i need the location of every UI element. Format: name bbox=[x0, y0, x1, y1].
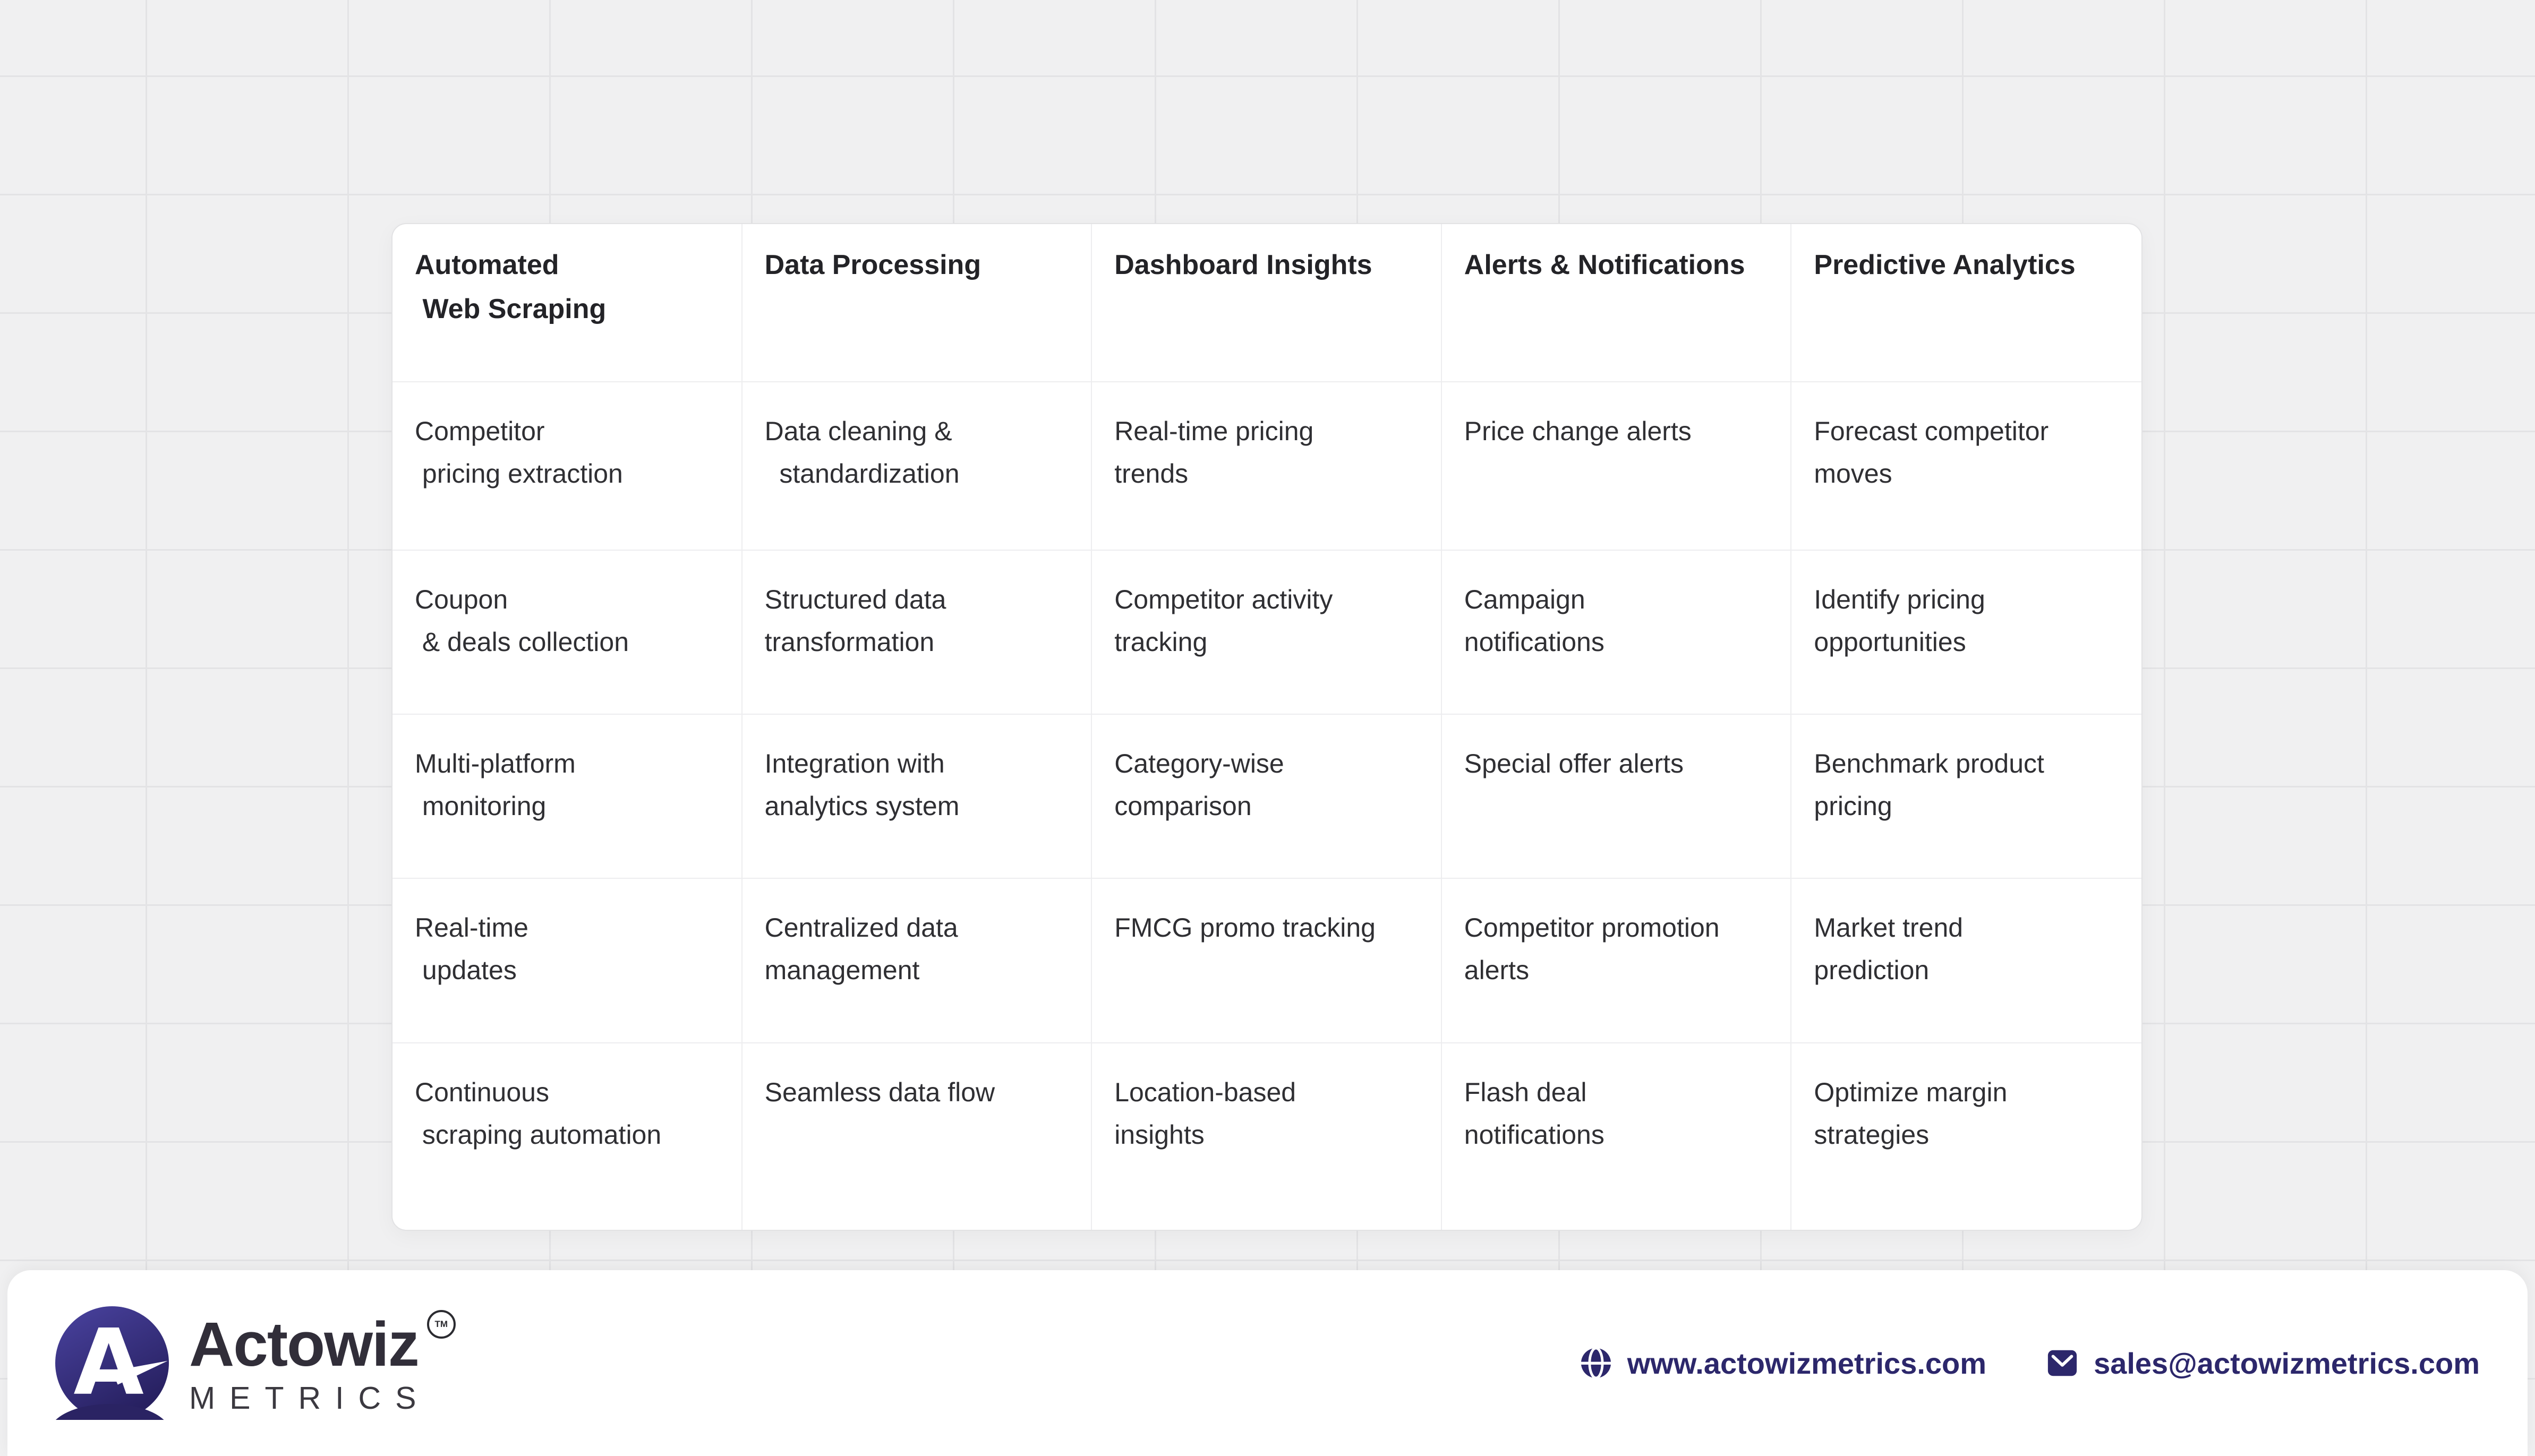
table-cell: Campaign notifications bbox=[1441, 551, 1792, 715]
table-cell: Seamless data flow bbox=[742, 1043, 1092, 1230]
table-cell: Competitor promotion alerts bbox=[1441, 879, 1792, 1043]
table-cell: Forecast competitor moves bbox=[1791, 382, 2141, 551]
table-cell: Special offer alerts bbox=[1441, 715, 1792, 879]
brand: A Actowiz TM METRICS bbox=[55, 1306, 456, 1420]
features-table: Automated Web Scraping Data Processing D… bbox=[391, 223, 2143, 1231]
header-cell-automated-web-scraping: Automated Web Scraping bbox=[392, 224, 742, 382]
table-cell: Continuous scraping automation bbox=[392, 1043, 742, 1230]
table-cell: Location-based insights bbox=[1092, 1043, 1442, 1230]
brand-name: Actowiz bbox=[189, 1309, 420, 1380]
email-text: sales@actowizmetrics.com bbox=[2094, 1346, 2480, 1380]
table-cell: Centralized data management bbox=[742, 879, 1092, 1043]
table-cell: Integration with analytics system bbox=[742, 715, 1092, 879]
website-text: www.actowizmetrics.com bbox=[1627, 1346, 1987, 1380]
globe-icon bbox=[1580, 1347, 1611, 1380]
brand-text: Actowiz TM METRICS bbox=[189, 1309, 456, 1416]
email-link[interactable]: sales@actowizmetrics.com bbox=[2046, 1346, 2480, 1381]
footer-bar: A Actowiz TM METRICS www.actowizmetrics.… bbox=[7, 1270, 2528, 1456]
footer-contacts: www.actowizmetrics.com sales@actowizmetr… bbox=[1580, 1346, 2480, 1381]
header-cell-predictive-analytics: Predictive Analytics bbox=[1791, 224, 2141, 382]
svg-text:A: A bbox=[73, 1310, 143, 1416]
table-cell: Coupon & deals collection bbox=[392, 551, 742, 715]
table-cell: Real-time updates bbox=[392, 879, 742, 1043]
table-cell: Structured data transformation bbox=[742, 551, 1092, 715]
brand-subtitle: METRICS bbox=[189, 1381, 431, 1416]
header-cell-data-processing: Data Processing bbox=[742, 224, 1092, 382]
header-cell-dashboard-insights: Dashboard Insights bbox=[1092, 224, 1442, 382]
table-cell: FMCG promo tracking bbox=[1092, 879, 1442, 1043]
table-cell: Competitor activity tracking bbox=[1092, 551, 1442, 715]
table-cell: Identify pricing opportunities bbox=[1791, 551, 2141, 715]
table-cell: Optimize margin strategies bbox=[1814, 1077, 2008, 1150]
table-cell: Real-time pricing trends bbox=[1092, 382, 1442, 551]
table-cell: Data cleaning & standardization bbox=[742, 382, 1092, 551]
mail-icon bbox=[2047, 1350, 2077, 1376]
trademark-icon: TM bbox=[426, 1309, 456, 1339]
table-cell: Benchmark product pricing bbox=[1791, 715, 2141, 879]
table-cell: Multi-platform monitoring bbox=[392, 715, 742, 879]
table-cell: Competitor pricing extraction bbox=[392, 382, 742, 551]
website-link[interactable]: www.actowizmetrics.com bbox=[1580, 1346, 1986, 1381]
actowiz-logo-icon: A bbox=[55, 1306, 169, 1420]
header-cell-alerts-notifications: Alerts & Notifications bbox=[1441, 224, 1792, 382]
table-cell: Category-wise comparison bbox=[1092, 715, 1442, 879]
table-cell: Price change alerts bbox=[1441, 382, 1792, 551]
table-cell: Flash deal notifications bbox=[1442, 1043, 1792, 1230]
table-cell: Market trend prediction bbox=[1791, 879, 2141, 1043]
